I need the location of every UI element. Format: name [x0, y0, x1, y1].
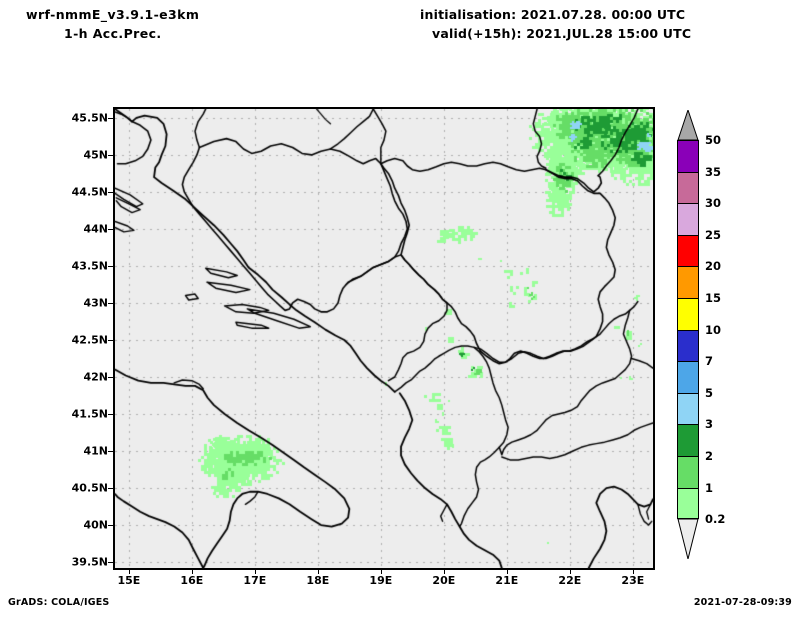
- lat-tick-label: 41.5N: [71, 407, 108, 421]
- colorbar-band: [677, 266, 699, 298]
- lon-tick-mark: [191, 568, 193, 574]
- lon-tick-mark: [443, 568, 445, 574]
- colorbar-level-label: 50: [705, 133, 722, 147]
- colorbar-level-label: 5: [705, 385, 714, 400]
- colorbar-band: [677, 424, 699, 456]
- precipitation-map-canvas: [115, 109, 653, 568]
- valid-time: valid(+15h): 2021.JUL.28 15:00 UTC: [432, 26, 692, 41]
- colorbar-level-label: 30: [705, 196, 722, 211]
- lat-tick-mark: [108, 228, 114, 230]
- map-plot-area: [113, 107, 655, 570]
- grads-credit: GrADS: COLA/IGES: [8, 597, 110, 608]
- colorbar-band: [677, 392, 699, 425]
- precipitation-colorbar: 50 35 30 25 20 15 10 7 5 3 2 1 0.2: [677, 108, 725, 570]
- header-right-block: initialisation: 2021.07.28. 00:00 UTC va…: [420, 5, 790, 43]
- colorbar-under-cap: [677, 518, 699, 560]
- lat-tick-mark: [108, 376, 114, 378]
- longitude-axis: 15E 16E 17E 18E 19E 20E 21E 22E 23E: [113, 568, 655, 592]
- lon-tick-mark: [569, 568, 571, 574]
- lat-tick-mark: [108, 451, 114, 453]
- lon-tick-label: 18E: [306, 574, 330, 587]
- lat-tick-mark: [108, 154, 114, 156]
- lon-tick-mark: [317, 568, 319, 574]
- colorbar-level-label: 3: [705, 417, 714, 432]
- lon-tick-label: 17E: [243, 574, 267, 587]
- lat-tick-mark: [108, 562, 114, 564]
- header-left-block: wrf-nmmE_v3.9.1-e3km 1-h Acc.Prec.: [26, 5, 386, 43]
- colorbar-level-label: 35: [705, 164, 722, 179]
- generation-timestamp: 2021-07-28-09:39: [693, 597, 792, 608]
- colorbar-level-label: 15: [705, 291, 722, 305]
- lat-tick-label: 43N: [83, 296, 108, 310]
- field-name: 1-h Acc.Prec.: [64, 26, 162, 41]
- lat-tick-mark: [108, 265, 114, 267]
- lat-tick-mark: [108, 339, 114, 341]
- colorbar-level-label: 20: [705, 259, 722, 274]
- lat-tick-label: 40.5N: [71, 481, 108, 495]
- lat-tick-label: 45.5N: [71, 111, 108, 125]
- lat-tick-label: 44.5N: [71, 185, 108, 199]
- lat-tick-label: 45N: [83, 148, 108, 162]
- lat-tick-mark: [108, 525, 114, 527]
- latitude-axis: 39.5N 40N 40.5N 41N 41.5N 42N 42.5N 43N 43.5N 44N…: [55, 107, 114, 570]
- lat-tick-label: 44N: [83, 222, 108, 236]
- lon-tick-mark: [128, 568, 130, 574]
- lat-tick-label: 43.5N: [71, 259, 108, 273]
- lon-tick-label: 21E: [495, 574, 519, 587]
- lat-tick-mark: [108, 488, 114, 490]
- colorbar-level-label: 25: [705, 227, 722, 242]
- colorbar-band: [677, 456, 699, 488]
- lat-tick-label: 42.5N: [71, 333, 108, 347]
- colorbar-level-label: 0.2: [705, 512, 726, 527]
- model-name: wrf-nmmE_v3.9.1-e3km: [26, 7, 200, 22]
- colorbar-over-cap: [677, 108, 699, 141]
- lat-tick-mark: [108, 191, 114, 193]
- lat-tick-label: 39.5N: [71, 555, 108, 569]
- colorbar-band: [677, 298, 699, 330]
- colorbar-band: [677, 329, 699, 362]
- lon-tick-mark: [632, 568, 634, 574]
- colorbar-band: [677, 234, 699, 267]
- colorbar-level-label: 2: [705, 449, 714, 463]
- colorbar-level-label: 1: [705, 480, 714, 495]
- lat-tick-mark: [108, 117, 114, 119]
- lon-tick-label: 19E: [369, 574, 393, 587]
- lon-tick-label: 23E: [621, 574, 645, 587]
- colorbar-band: [677, 487, 699, 520]
- colorbar-band: [677, 171, 699, 204]
- lon-tick-label: 20E: [432, 574, 456, 587]
- lat-tick-label: 42N: [83, 370, 108, 384]
- lat-tick-label: 40N: [83, 518, 108, 532]
- lat-tick-mark: [108, 302, 114, 304]
- lon-tick-mark: [380, 568, 382, 574]
- lat-tick-label: 41N: [83, 444, 108, 458]
- lon-tick-mark: [254, 568, 256, 574]
- lon-tick-label: 15E: [117, 574, 141, 587]
- lon-tick-label: 16E: [180, 574, 204, 587]
- colorbar-level-label: 7: [705, 354, 714, 369]
- colorbar-band: [677, 140, 699, 172]
- lon-tick-mark: [506, 568, 508, 574]
- colorbar-band: [677, 203, 699, 235]
- lon-tick-label: 22E: [558, 574, 582, 587]
- initialisation-time: initialisation: 2021.07.28. 00:00 UTC: [420, 7, 686, 22]
- colorbar-level-label: 10: [705, 322, 722, 337]
- colorbar-band: [677, 361, 699, 393]
- lat-tick-mark: [108, 414, 114, 415]
